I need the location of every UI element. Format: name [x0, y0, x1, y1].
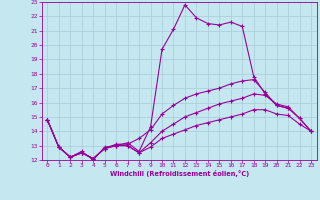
X-axis label: Windchill (Refroidissement éolien,°C): Windchill (Refroidissement éolien,°C)	[109, 170, 249, 177]
